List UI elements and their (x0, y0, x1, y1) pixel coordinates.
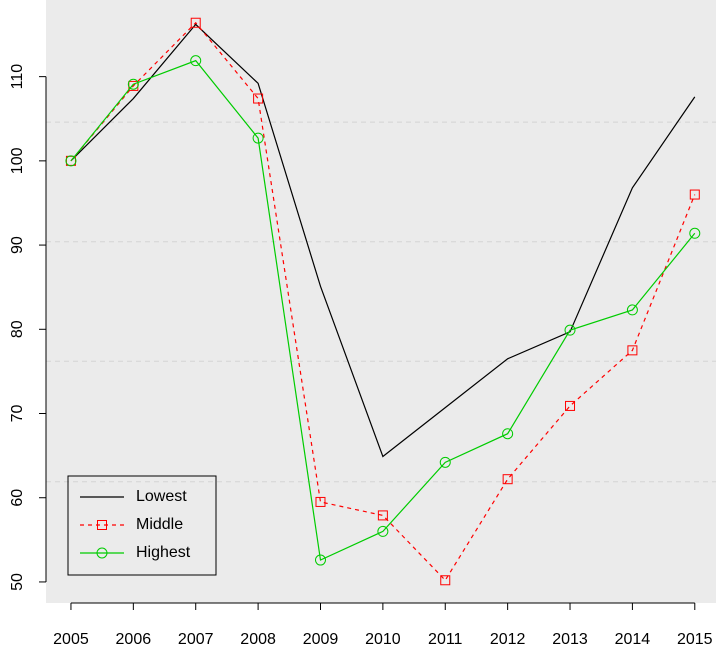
x-tick-label: 2009 (303, 631, 339, 648)
marker (565, 400, 576, 411)
x-tick-label: 2014 (615, 631, 651, 648)
x-tick-label: 2005 (53, 631, 89, 648)
marker (96, 547, 108, 559)
y-tick-label: 70 (9, 405, 26, 423)
legend: Lowest Middle Highest (67, 475, 217, 576)
marker (626, 304, 638, 316)
marker (252, 132, 264, 144)
marker (190, 17, 201, 28)
marker (440, 575, 451, 586)
marker (502, 428, 514, 440)
legend-box (67, 475, 217, 576)
y-tick-label: 90 (9, 236, 26, 254)
x-tick-label: 2006 (116, 631, 152, 648)
legend-label: Lowest (136, 488, 187, 505)
marker (97, 520, 107, 530)
x-tick-label: 2011 (428, 631, 463, 648)
y-tick-label: 80 (9, 320, 26, 338)
y-tick-label: 110 (9, 64, 26, 90)
marker (253, 93, 264, 104)
x-tick-label: 2007 (178, 631, 214, 648)
marker (190, 55, 202, 67)
marker (315, 496, 326, 507)
marker (502, 474, 513, 485)
y-tick-label: 100 (9, 147, 26, 174)
series-line (70, 23, 696, 458)
x-tick-label: 2012 (490, 631, 526, 648)
marker (689, 227, 701, 239)
marker (65, 155, 77, 167)
series-line (70, 59, 696, 561)
legend-label: Highest (136, 544, 191, 561)
x-tick-label: 2010 (365, 631, 401, 648)
marker (314, 554, 326, 566)
y-tick-label: 60 (9, 489, 26, 507)
marker (127, 78, 139, 90)
marker (377, 510, 388, 521)
marker (627, 345, 638, 356)
y-tick-label: 50 (9, 573, 26, 591)
x-tick-label: 2008 (240, 631, 276, 648)
plot-background (46, 0, 716, 603)
x-tick-label: 2013 (552, 631, 588, 648)
legend-label: Middle (136, 516, 183, 533)
x-tick-label: 2015 (677, 631, 713, 648)
series-line (70, 21, 696, 582)
marker (689, 189, 700, 200)
marker (377, 525, 389, 537)
marker (439, 456, 451, 468)
marker (564, 324, 576, 336)
